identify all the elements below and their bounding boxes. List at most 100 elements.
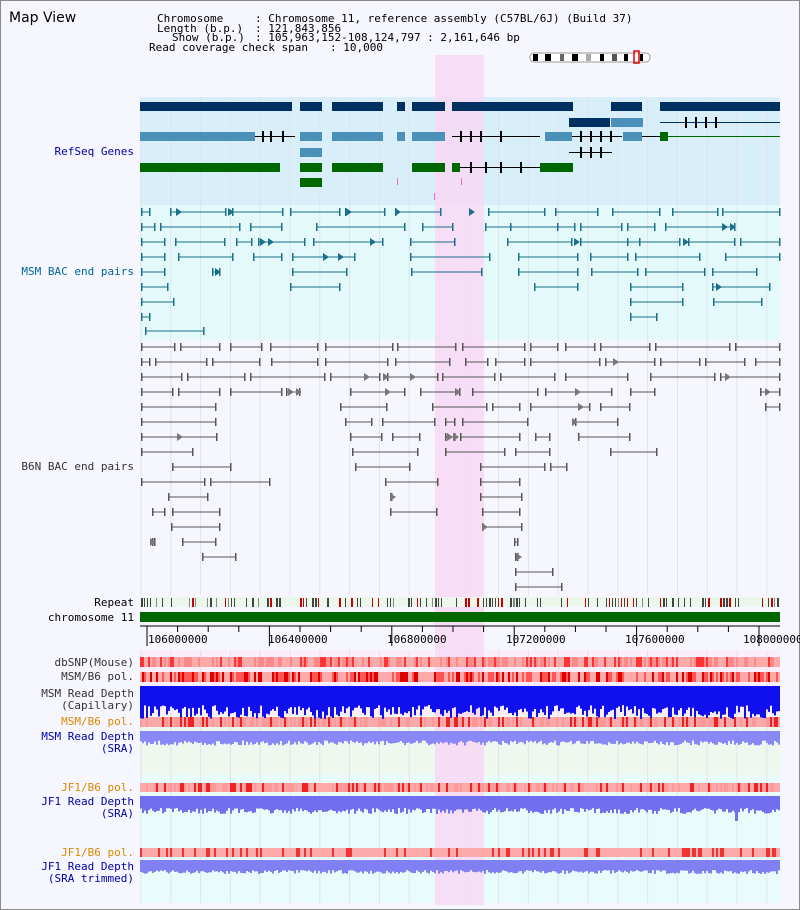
polymorphism-cell xyxy=(684,848,686,857)
polymorphism-cell xyxy=(464,717,466,727)
polymorphism-cell xyxy=(162,848,164,857)
bac-end xyxy=(317,343,319,351)
read-depth-bar xyxy=(228,796,230,809)
polymorphism-cell xyxy=(662,848,664,857)
polymorphism-cell xyxy=(302,848,304,857)
polymorphism-cell xyxy=(574,672,576,682)
read-depth-bar xyxy=(492,860,494,873)
repeat-element xyxy=(360,598,361,607)
repeat-element xyxy=(483,598,484,607)
read-depth-bar xyxy=(144,686,146,706)
read-depth-bar xyxy=(226,796,228,811)
read-depth-bar xyxy=(698,686,700,715)
gene-exon-tick xyxy=(580,131,582,142)
read-depth-bar xyxy=(534,796,536,812)
read-depth-bar xyxy=(192,860,194,873)
read-depth-bar xyxy=(666,860,668,874)
bac-end xyxy=(178,253,180,261)
read-depth-bar xyxy=(638,796,640,813)
polymorphism-cell xyxy=(336,672,338,682)
read-depth-bar xyxy=(388,860,390,873)
polymorphism-cell xyxy=(740,783,742,792)
b6n-bac-track[interactable] xyxy=(141,343,781,591)
bac-end xyxy=(219,343,221,351)
polymorphism-cell xyxy=(748,848,750,857)
read-depth-bar xyxy=(708,686,710,716)
bac-end xyxy=(181,373,183,381)
polymorphism-cell xyxy=(638,783,640,792)
polymorphism-cell xyxy=(302,783,304,792)
read-depth-bar xyxy=(438,860,440,874)
read-depth-bar xyxy=(514,686,516,713)
read-depth-bar xyxy=(704,796,706,809)
bac-end xyxy=(485,223,487,231)
read-depth-bar xyxy=(326,731,328,741)
read-depth-bar xyxy=(356,796,358,811)
repeat-element xyxy=(606,598,607,607)
bac-end xyxy=(203,327,205,335)
bac-end xyxy=(395,358,397,366)
read-depth-bar xyxy=(304,796,306,810)
read-depth-bar xyxy=(616,731,618,741)
read-depth-bar xyxy=(246,860,248,871)
polymorphism-cell xyxy=(736,657,738,667)
read-depth-bar xyxy=(758,860,760,874)
polymorphism-cell xyxy=(388,672,390,682)
polymorphism-cell xyxy=(318,672,320,682)
read-depth-bar xyxy=(494,796,496,809)
read-depth-bar xyxy=(166,796,168,809)
polymorphism-cell xyxy=(738,717,740,727)
polymorphism-cell xyxy=(186,848,188,857)
read-depth-bar xyxy=(510,860,512,873)
read-depth-bar xyxy=(576,686,578,708)
refseq-genes-track[interactable] xyxy=(140,102,780,200)
read-depth-bar xyxy=(172,686,174,709)
read-depth-bar xyxy=(472,860,474,872)
bac-end-arrow xyxy=(716,283,722,291)
read-depth-bar xyxy=(164,860,166,871)
polymorphism-cell xyxy=(606,717,608,727)
dbsnp-label: dbSNP(Mouse) xyxy=(54,656,134,669)
read-depth-bar xyxy=(284,860,286,871)
read-depth-bar xyxy=(714,860,716,871)
polymorphism-cell xyxy=(638,717,640,727)
read-depth-bar xyxy=(688,796,690,813)
repeat-element xyxy=(312,598,314,607)
read-depth-bar xyxy=(662,860,664,871)
polymorphism-cell xyxy=(720,717,722,727)
read-depth-bar xyxy=(526,860,528,871)
polymorphism-cell xyxy=(142,672,144,682)
polymorphism-cell xyxy=(736,783,738,792)
polymorphism-cell xyxy=(568,717,570,727)
read-depth-bar xyxy=(528,731,530,742)
polymorphism-cell xyxy=(752,657,754,667)
polymorphism-cell xyxy=(348,783,350,792)
read-depth-bar xyxy=(334,731,336,744)
polymorphism-cell xyxy=(770,672,772,682)
polymorphism-cell xyxy=(626,783,628,792)
polymorphism-cell xyxy=(270,657,272,667)
polymorphism-cell xyxy=(474,717,476,727)
ideogram-band xyxy=(640,54,643,61)
polymorphism-cell xyxy=(684,672,686,682)
polymorphism-cell xyxy=(712,657,714,667)
polymorphism-cell xyxy=(470,717,472,727)
polymorphism-cell xyxy=(398,848,400,857)
polymorphism-cell xyxy=(482,672,484,682)
read-depth-bar xyxy=(326,686,328,716)
polymorphism-cell xyxy=(562,717,564,727)
read-depth-bar xyxy=(326,796,328,812)
polymorphism-cell xyxy=(380,717,382,727)
read-depth-bar xyxy=(394,731,396,744)
polymorphism-cell xyxy=(470,783,472,792)
bac-end-arrow xyxy=(410,373,416,381)
polymorphism-cell xyxy=(478,783,480,792)
chromosome-ideogram[interactable] xyxy=(529,50,651,64)
msm-bac-track[interactable] xyxy=(141,208,781,335)
read-depth-bar xyxy=(498,686,500,711)
read-depth-bar xyxy=(208,686,210,717)
bac-end xyxy=(152,508,154,516)
polymorphism-cell xyxy=(592,848,594,857)
polymorphism-cell xyxy=(466,717,468,727)
